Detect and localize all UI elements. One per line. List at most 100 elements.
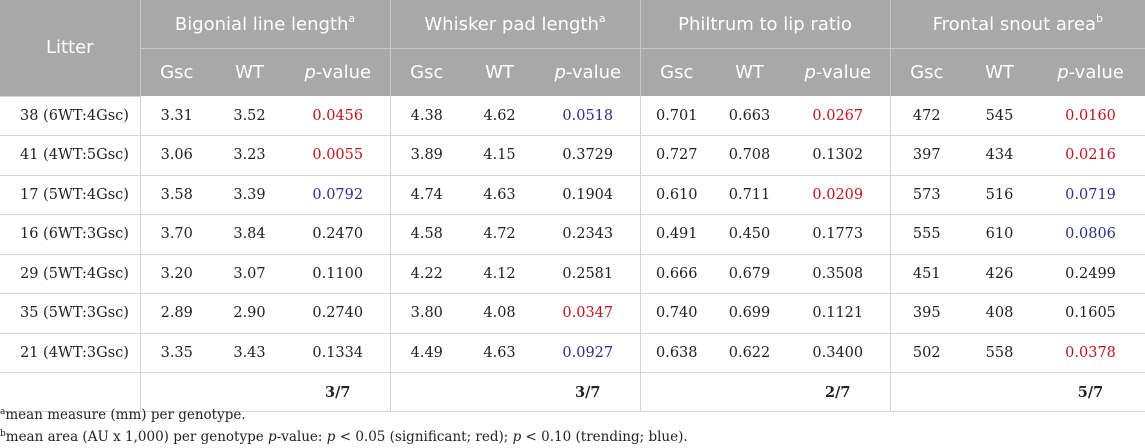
subheader-gsc: Gsc [639,48,714,96]
table-row: 17 (5WT:4Gsc) 3.58 3.39 0.0792 4.74 4.63 0.190… [0,175,1145,215]
p-value-cell: 0.1302 [786,135,891,176]
wt-cell: 4.62 [463,96,537,136]
p-value-cell: 0.3508 [786,254,891,294]
footnotes: amean measure (mm) per genotype. bmean a… [0,404,688,448]
significance-count: 5/7 [1036,372,1145,412]
gsc-cell: 3.58 [139,175,213,215]
wt-cell: 2.90 [213,293,286,334]
litter-cell: 38 (6WT:4Gsc) [0,96,140,136]
wt-cell: 3.52 [213,96,286,136]
gsc-cell: 3.35 [139,333,213,373]
wt-cell: 3.39 [213,175,286,215]
p-value-cell: 0.0518 [536,96,641,136]
significance-count: 2/7 [786,372,891,412]
gsc-cell: 3.06 [139,135,213,176]
gsc-cell: 4.74 [389,175,464,215]
wt-cell: 0.708 [713,135,787,176]
wt-cell: 3.84 [213,214,286,255]
subheader-wt: WT [963,48,1037,96]
p-value-cell: 0.1121 [786,293,891,334]
gsc-cell: 502 [889,333,964,373]
gsc-cell: 0.740 [639,293,714,334]
p-value-cell: 0.2581 [536,254,641,294]
table-row: 35 (5WT:3Gsc) 2.89 2.90 0.2740 3.80 4.08 0.034… [0,293,1145,334]
gsc-cell: 0.610 [639,175,714,215]
gsc-cell: 0.666 [639,254,714,294]
table-row: 21 (4WT:3Gsc) 3.35 3.43 0.1334 4.49 4.63 0.092… [0,333,1145,373]
footnote-a: amean measure (mm) per genotype. [0,407,246,423]
totals-row: 3/7 3/7 2/7 5/7 [0,372,1145,412]
empty-cell [963,372,1037,412]
subheader-p-value: p-value [1036,48,1145,96]
empty-cell [463,372,537,412]
wt-cell: 545 [963,96,1037,136]
header-whisker: Whisker pad lengtha [389,0,641,49]
wt-cell: 3.07 [213,254,286,294]
gsc-cell: 4.49 [389,333,464,373]
significance-count: 3/7 [536,372,641,412]
subheader-gsc: Gsc [139,48,213,96]
header-snout: Frontal snout areab [889,0,1145,49]
p-value-cell: 0.1605 [1036,293,1145,334]
subheader-wt: WT [213,48,286,96]
gsc-cell: 397 [889,135,964,176]
gsc-cell: 4.58 [389,214,464,255]
litter-cell: 29 (5WT:4Gsc) [0,254,140,294]
header-philtrum: Philtrum to lip ratio [639,0,891,49]
subheader-p-value: p-value [286,48,391,96]
empty-cell [139,372,213,412]
wt-cell: 0.663 [713,96,787,136]
wt-cell: 3.23 [213,135,286,176]
subheader-gsc: Gsc [389,48,464,96]
wt-cell: 4.63 [463,175,537,215]
subheader-p-value: p-value [786,48,891,96]
gsc-cell: 4.22 [389,254,464,294]
table-header: Litter Bigonial line lengtha Whisker pad… [0,0,1145,97]
p-value-cell: 0.0456 [286,96,391,136]
litter-cell: 16 (6WT:3Gsc) [0,214,140,255]
empty-cell [889,372,964,412]
significance-count: 3/7 [286,372,391,412]
wt-cell: 610 [963,214,1037,255]
gsc-cell: 3.89 [389,135,464,176]
gsc-cell: 3.70 [139,214,213,255]
gsc-cell: 0.727 [639,135,714,176]
p-value-cell: 0.2470 [286,214,391,255]
gsc-cell: 395 [889,293,964,334]
p-value-cell: 0.0792 [286,175,391,215]
p-value-cell: 0.0806 [1036,214,1145,255]
gsc-cell: 0.491 [639,214,714,255]
wt-cell: 516 [963,175,1037,215]
wt-cell: 0.711 [713,175,787,215]
litter-cell: 21 (4WT:3Gsc) [0,333,140,373]
table-row: 38 (6WT:4Gsc) 3.31 3.52 0.0456 4.38 4.62 0.051… [0,96,1145,136]
p-value-cell: 0.1100 [286,254,391,294]
table-row: 16 (6WT:3Gsc) 3.70 3.84 0.2470 4.58 4.72 0.234… [0,214,1145,255]
p-value-cell: 0.0160 [1036,96,1145,136]
p-value-cell: 0.3400 [786,333,891,373]
p-value-cell: 0.0378 [1036,333,1145,373]
wt-cell: 3.43 [213,333,286,373]
p-value-cell: 0.0347 [536,293,641,334]
wt-cell: 0.679 [713,254,787,294]
gsc-cell: 3.20 [139,254,213,294]
empty-cell [713,372,787,412]
empty-cell [0,372,140,412]
wt-cell: 4.63 [463,333,537,373]
p-value-cell: 0.2499 [1036,254,1145,294]
wt-cell: 4.12 [463,254,537,294]
wt-cell: 434 [963,135,1037,176]
gsc-cell: 3.31 [139,96,213,136]
wt-cell: 4.72 [463,214,537,255]
table-row: 41 (4WT:5Gsc) 3.06 3.23 0.0055 3.89 4.15 0.372… [0,135,1145,176]
gsc-cell: 573 [889,175,964,215]
gsc-cell: 2.89 [139,293,213,334]
gsc-cell: 3.80 [389,293,464,334]
gsc-cell: 555 [889,214,964,255]
gsc-cell: 451 [889,254,964,294]
wt-cell: 0.450 [713,214,787,255]
header-bigonial: Bigonial line lengtha [139,0,391,49]
wt-cell: 0.699 [713,293,787,334]
subheader-p-value: p-value [536,48,641,96]
p-value-cell: 0.1773 [786,214,891,255]
